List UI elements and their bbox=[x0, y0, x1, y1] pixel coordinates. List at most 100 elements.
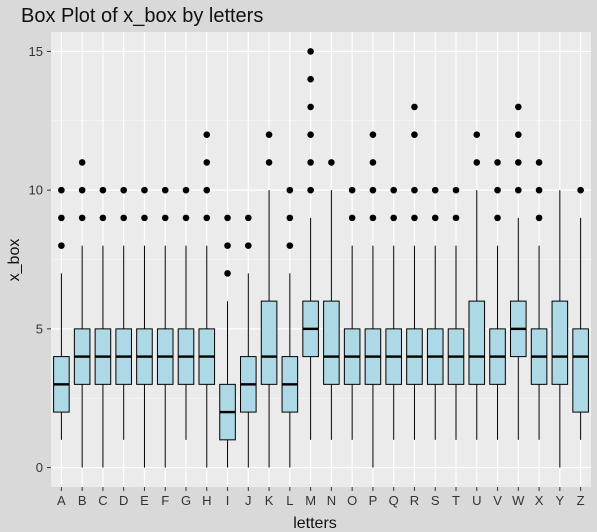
y-tick-label: 5 bbox=[36, 321, 43, 336]
x-tick-label: T bbox=[452, 493, 460, 508]
box-C bbox=[94, 186, 112, 468]
box-B bbox=[73, 159, 91, 468]
outlier-point bbox=[515, 103, 522, 111]
outlier-point bbox=[307, 159, 314, 166]
box-J bbox=[240, 214, 257, 468]
outlier-point bbox=[58, 186, 65, 194]
box-I bbox=[219, 214, 236, 468]
outlier-point bbox=[473, 159, 481, 166]
box-O bbox=[343, 186, 361, 440]
box-M bbox=[302, 48, 319, 440]
outlier-point bbox=[141, 214, 148, 222]
outlier-point bbox=[515, 131, 522, 138]
x-tick-label: W bbox=[512, 493, 525, 508]
box-P bbox=[364, 131, 382, 468]
x-tick-label: S bbox=[431, 493, 440, 508]
x-tick-label: D bbox=[119, 493, 128, 508]
outlier-point bbox=[411, 214, 418, 222]
box-R bbox=[406, 103, 423, 440]
outlier-point bbox=[307, 48, 314, 55]
outlier-point bbox=[535, 214, 543, 222]
outlier-point bbox=[515, 159, 522, 166]
box-L bbox=[281, 186, 299, 468]
outlier-point bbox=[265, 131, 273, 138]
outlier-point bbox=[58, 214, 65, 222]
outlier-point bbox=[286, 186, 294, 194]
x-tick-label: E bbox=[140, 493, 149, 508]
outlier-point bbox=[307, 103, 314, 111]
outlier-point bbox=[78, 159, 86, 166]
outlier-point bbox=[494, 186, 501, 194]
outlier-point bbox=[161, 214, 169, 222]
outlier-point bbox=[224, 270, 231, 277]
outlier-point bbox=[473, 131, 481, 138]
outlier-point bbox=[411, 131, 418, 138]
y-axis-ticks: 0 5 10 15 bbox=[29, 44, 51, 475]
outlier-point bbox=[431, 214, 439, 222]
x-tick-label: K bbox=[265, 493, 274, 508]
outlier-point bbox=[307, 75, 314, 83]
outlier-point bbox=[99, 214, 107, 222]
chart-title: Box Plot of x_box by letters bbox=[21, 5, 263, 27]
outlier-point bbox=[120, 186, 127, 194]
outlier-point bbox=[182, 186, 190, 194]
y-axis-title: x_box bbox=[6, 239, 23, 282]
box-T bbox=[447, 186, 465, 440]
x-axis-title: letters bbox=[293, 515, 337, 532]
x-tick-label: Q bbox=[389, 493, 399, 508]
box-iqr bbox=[468, 300, 486, 385]
outlier-point bbox=[535, 159, 543, 166]
box-G bbox=[177, 186, 195, 440]
outlier-point bbox=[203, 131, 211, 138]
x-tick-label: O bbox=[347, 493, 357, 508]
grid-minor bbox=[51, 120, 591, 399]
x-tick-label: V bbox=[493, 493, 502, 508]
outlier-point bbox=[78, 214, 86, 222]
outlier-point bbox=[411, 186, 418, 194]
x-tick-label: I bbox=[226, 493, 230, 508]
box-iqr bbox=[260, 300, 278, 385]
outlier-point bbox=[494, 159, 501, 166]
outlier-point bbox=[286, 242, 294, 249]
x-tick-label: C bbox=[98, 493, 107, 508]
x-tick-label: U bbox=[472, 493, 481, 508]
outlier-point bbox=[265, 159, 273, 166]
outlier-point bbox=[452, 186, 460, 194]
outlier-point bbox=[369, 159, 377, 166]
outlier-point bbox=[390, 186, 397, 194]
box-D bbox=[115, 186, 132, 440]
box-V bbox=[489, 159, 506, 440]
outlier-point bbox=[369, 186, 377, 194]
x-tick-label: F bbox=[161, 493, 169, 508]
outlier-point bbox=[161, 186, 169, 194]
outlier-point bbox=[307, 186, 314, 194]
outlier-point bbox=[369, 131, 377, 138]
outlier-point bbox=[224, 214, 231, 222]
box-iqr bbox=[572, 328, 589, 413]
box-Z bbox=[572, 186, 589, 440]
box-Y bbox=[551, 190, 569, 468]
box-S bbox=[426, 186, 444, 440]
box-W bbox=[510, 103, 527, 440]
x-tick-label: R bbox=[410, 493, 419, 508]
outlier-point bbox=[515, 186, 522, 194]
box-iqr bbox=[323, 300, 340, 385]
x-tick-label: M bbox=[305, 493, 316, 508]
x-tick-label: Z bbox=[577, 493, 585, 508]
outlier-point bbox=[328, 159, 335, 166]
outlier-point bbox=[369, 214, 377, 222]
outlier-point bbox=[494, 214, 501, 222]
y-tick-label: 15 bbox=[29, 44, 43, 59]
outlier-point bbox=[182, 214, 190, 222]
outlier-point bbox=[390, 214, 397, 222]
x-tick-label: H bbox=[202, 493, 211, 508]
x-tick-label: B bbox=[78, 493, 87, 508]
outlier-point bbox=[203, 159, 211, 166]
x-tick-label: J bbox=[245, 493, 252, 508]
box-K bbox=[260, 131, 278, 468]
outlier-point bbox=[431, 186, 439, 194]
box-E bbox=[136, 186, 153, 468]
x-tick-label: G bbox=[181, 493, 191, 508]
outlier-point bbox=[224, 242, 231, 249]
